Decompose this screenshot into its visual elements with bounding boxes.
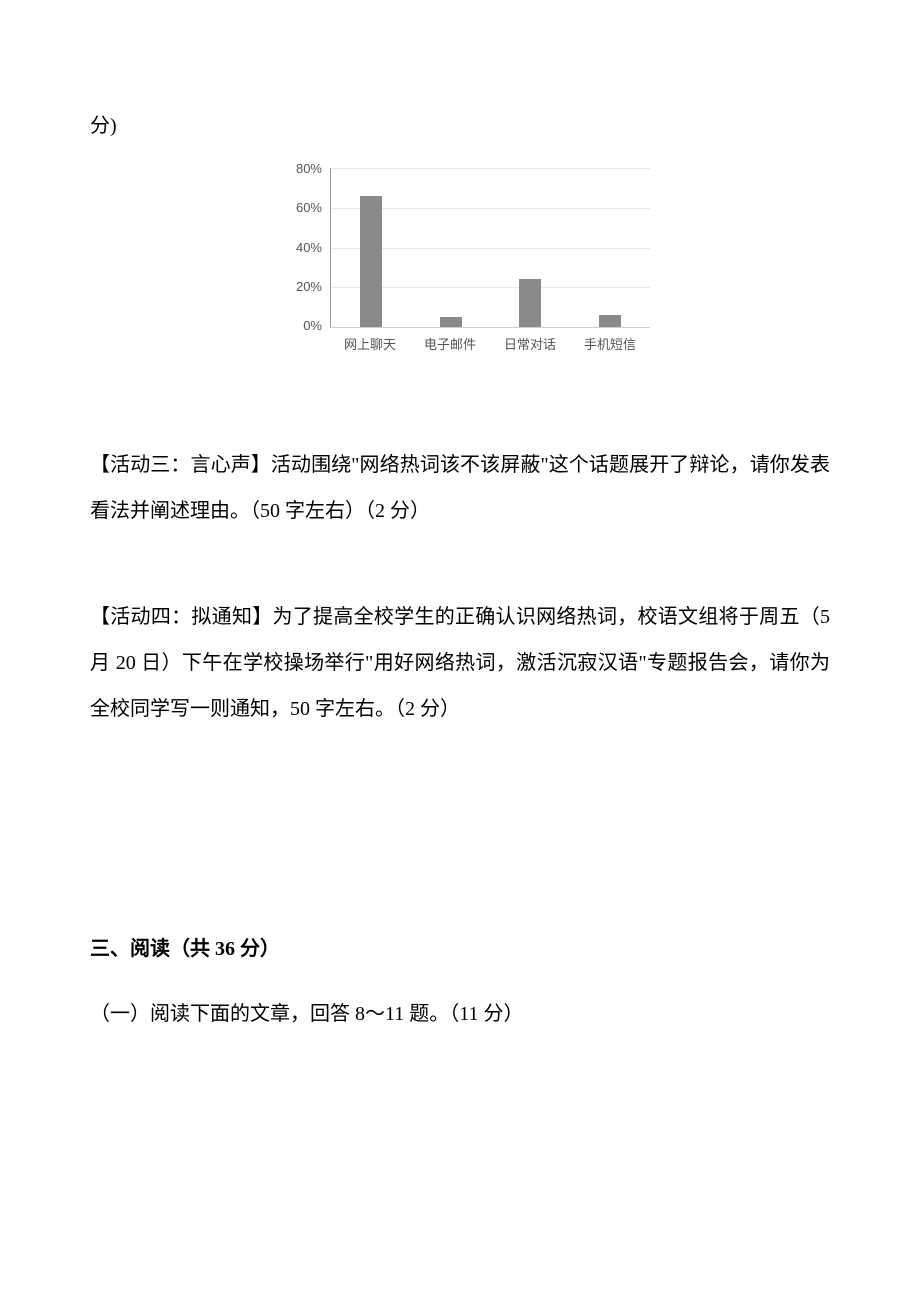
x-tick-label: 日常对话 (500, 334, 560, 353)
bar (519, 279, 541, 327)
section-3-heading: 三、阅读（共 36 分） (90, 932, 830, 961)
x-tick-label: 手机短信 (580, 334, 640, 353)
activity-4: 【活动四：拟通知】为了提高全校学生的正确认识网络热词，校语文组将于周五（5 月 … (90, 594, 830, 732)
bar-chart: 80% 60% 40% 20% 0% 网上聊天 电子邮件 日常对话 手机短信 (270, 162, 650, 372)
y-tick-label: 0% (270, 319, 330, 332)
y-tick-label: 20% (270, 280, 330, 293)
x-tick-label: 电子邮件 (420, 334, 480, 353)
section-3-subheading: （一）阅读下面的文章，回答 8～11 题。（11 分） (90, 991, 830, 1037)
activity-3: 【活动三：言心声】活动围绕"网络热词该不该屏蔽"这个话题展开了辩论，请你发表看法… (90, 442, 830, 534)
y-axis-labels: 80% 60% 40% 20% 0% (270, 162, 330, 332)
page-fragment-top: 分) (90, 110, 830, 142)
bar (440, 317, 462, 327)
bar (599, 315, 621, 327)
y-tick-label: 80% (270, 162, 330, 175)
plot-area (330, 168, 650, 328)
chart-container: 80% 60% 40% 20% 0% 网上聊天 电子邮件 日常对话 手机短信 (90, 162, 830, 372)
y-tick-label: 40% (270, 241, 330, 254)
bars-group (331, 168, 650, 327)
y-tick-label: 60% (270, 201, 330, 214)
x-axis-labels: 网上聊天 电子邮件 日常对话 手机短信 (330, 334, 650, 353)
bar (360, 196, 382, 327)
x-tick-label: 网上聊天 (340, 334, 400, 353)
